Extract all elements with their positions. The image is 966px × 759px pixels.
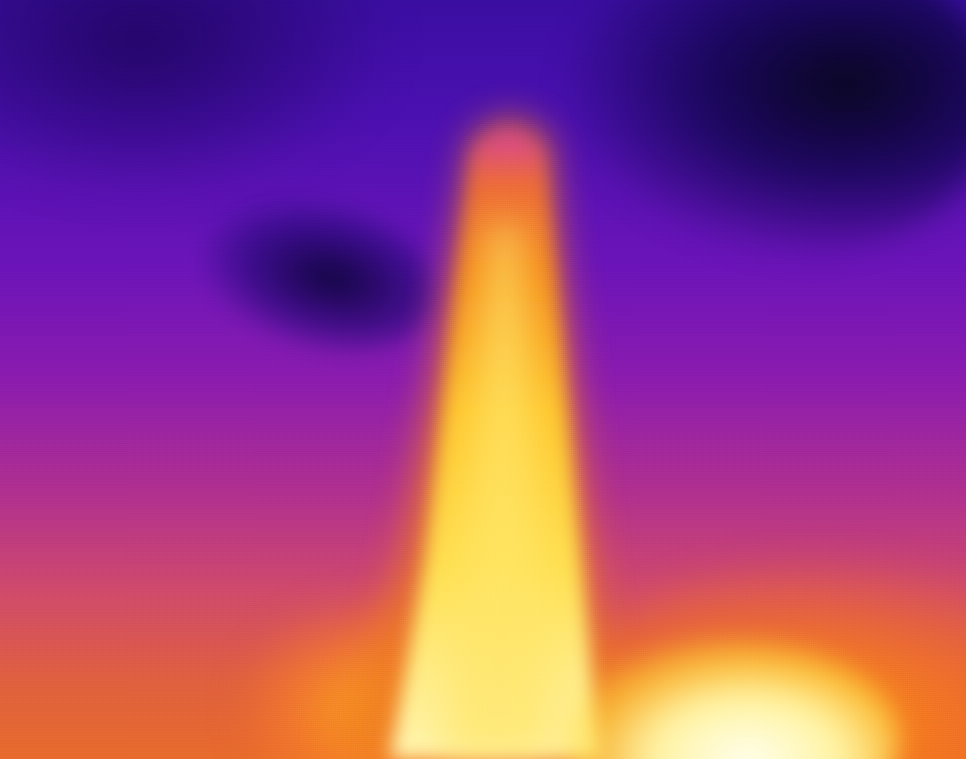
- thermal-image: [0, 0, 966, 759]
- sensor-noise: [0, 0, 966, 759]
- hot-column: [330, 117, 640, 759]
